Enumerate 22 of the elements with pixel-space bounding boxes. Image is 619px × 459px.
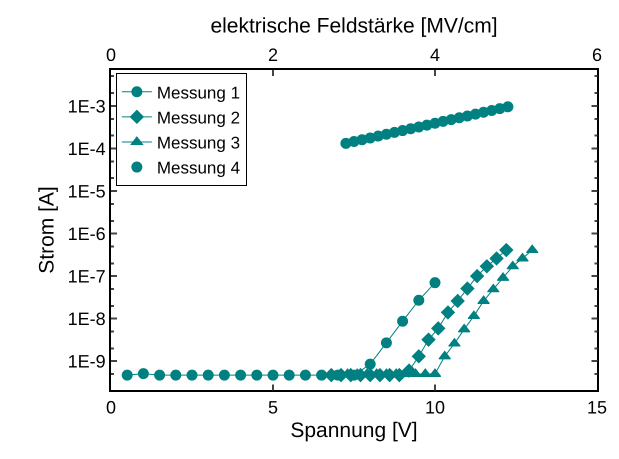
y-axis-title: Strom [A] (35, 186, 58, 274)
y-tick-label: 1E-5 (68, 181, 106, 202)
x2-tick-label: 6 (592, 45, 602, 66)
x2-tick-label: 4 (430, 45, 440, 66)
x2-tick-label: 0 (106, 45, 116, 66)
y-tick-label: 1E-9 (68, 351, 106, 372)
x2-tick-label: 2 (268, 45, 278, 66)
x-tick-label: 15 (586, 397, 608, 418)
x-tick-label: 5 (268, 397, 278, 418)
x2-axis-title: elektrische Feldstärke [MV/cm] (210, 14, 498, 38)
y-tick-label: 1E-6 (68, 224, 106, 244)
y-tick-label: 1E-7 (68, 266, 106, 286)
x-axis-title: Spannung [V] (290, 419, 418, 442)
legend-label: Messung 3 (156, 134, 240, 153)
x-tick-label: 0 (106, 397, 116, 418)
y-tick-label: 1E-8 (68, 308, 106, 329)
legend-label: Messung 4 (156, 158, 240, 178)
x-tick-label: 10 (424, 397, 446, 418)
y-tick-label: 1E-4 (68, 138, 106, 159)
legend-label: Messung 1 (156, 83, 240, 102)
y-tick-label: 1E-3 (68, 96, 106, 116)
legend-label: Messung 2 (156, 108, 240, 128)
